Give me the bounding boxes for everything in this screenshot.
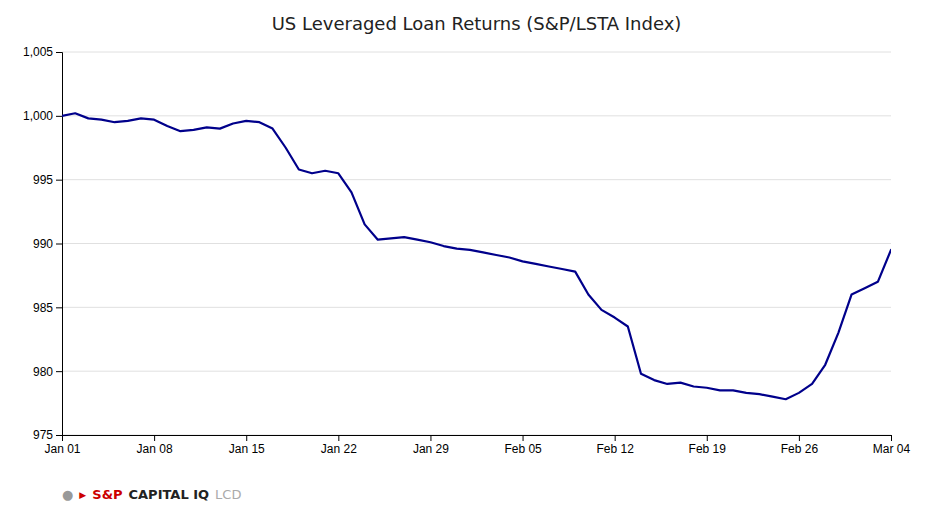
y-tick-label: 1,000 [23,109,53,123]
y-tick-label: 995 [33,173,53,187]
watermark: ● ▶ S&P CAPITAL IQ LCD [62,487,241,502]
y-tick: 995 [33,173,62,187]
y-tick-mark [56,52,62,53]
x-tick-mark [891,435,892,441]
x-tick: Feb 12 [596,435,634,456]
y-tick-label: 980 [33,365,53,379]
x-tick: Feb 19 [689,435,727,456]
x-tick-label: Feb 12 [596,442,634,456]
y-tick-label: 990 [33,237,53,251]
x-tick-mark [338,435,339,441]
y-tick: 985 [33,301,62,315]
x-tick-label: Jan 01 [44,442,80,456]
x-axis-line [63,436,892,442]
y-tick: 1,000 [23,109,62,123]
x-tick-label: Jan 29 [413,442,449,456]
annotation: S&P [92,487,122,502]
grid-line [62,371,891,372]
y-tick: 975 [33,428,62,442]
y-tick-mark [56,435,62,436]
y-tick-label: 985 [33,301,53,315]
annotation: ● [62,487,73,502]
x-tick-mark [246,435,247,441]
line [62,113,891,399]
y-tick: 990 [33,237,62,251]
x-tick-mark [707,435,708,441]
x-tick: Feb 26 [781,435,819,456]
y-tick-mark [56,307,62,308]
plot-area: 9759809859909951,0001,005Jan 01Jan 08Jan… [23,45,911,455]
x-tick-label: Feb 19 [689,442,727,456]
y-tick-mark [56,180,62,181]
x-tick-mark [62,435,63,441]
x-tick-mark [799,435,800,441]
x-tick-label: Mar 04 [873,442,911,456]
grid-line [62,52,891,53]
x-tick-mark [430,435,431,441]
x-tick-label: Jan 22 [321,442,357,456]
x-axis: Jan 01 Jan 08 Jan 15 Jan 22 Jan 29 Feb 05 Feb … [44,435,910,456]
annotation: CAPITAL IQ [129,487,210,502]
x-tick: Mar 04 [873,435,911,456]
x-tick-mark [523,435,524,441]
x-tick-label: Jan 15 [229,442,265,456]
chart: 9759809859909951,0001,005Jan 01Jan 08Jan… [0,0,927,513]
grid [62,52,891,435]
x-tick: Jan 01 [44,435,80,456]
grid-line [62,243,891,244]
annotation: ▶ [79,490,86,500]
marks [62,113,891,399]
y-tick-mark [56,244,62,245]
grid-line [62,179,891,180]
x-tick-label: Jan 08 [137,442,173,456]
y-axis: 975 980 985 990 995 1,000 1,005 [23,45,63,442]
annotation: LCD [215,487,241,502]
x-tick: Feb 05 [504,435,542,456]
x-tick-label: Feb 05 [504,442,542,456]
x-tick-label: Feb 26 [781,442,819,456]
x-tick-mark [615,435,616,441]
y-tick: 980 [33,365,62,379]
title: US Leveraged Loan Returns (S&P/LSTA Inde… [272,13,682,34]
x-tick: Jan 29 [413,435,449,456]
grid-line [62,307,891,308]
y-tick: 1,005 [23,45,62,59]
y-axis-line [56,53,63,436]
x-tick: Jan 22 [321,435,357,456]
y-tick-mark [56,116,62,117]
y-tick-label: 1,005 [23,45,53,59]
x-tick: Jan 08 [137,435,173,456]
y-tick-mark [56,371,62,372]
x-tick-mark [154,435,155,441]
x-tick: Jan 15 [229,435,265,456]
y-tick-label: 975 [33,428,53,442]
grid-line [62,115,891,116]
